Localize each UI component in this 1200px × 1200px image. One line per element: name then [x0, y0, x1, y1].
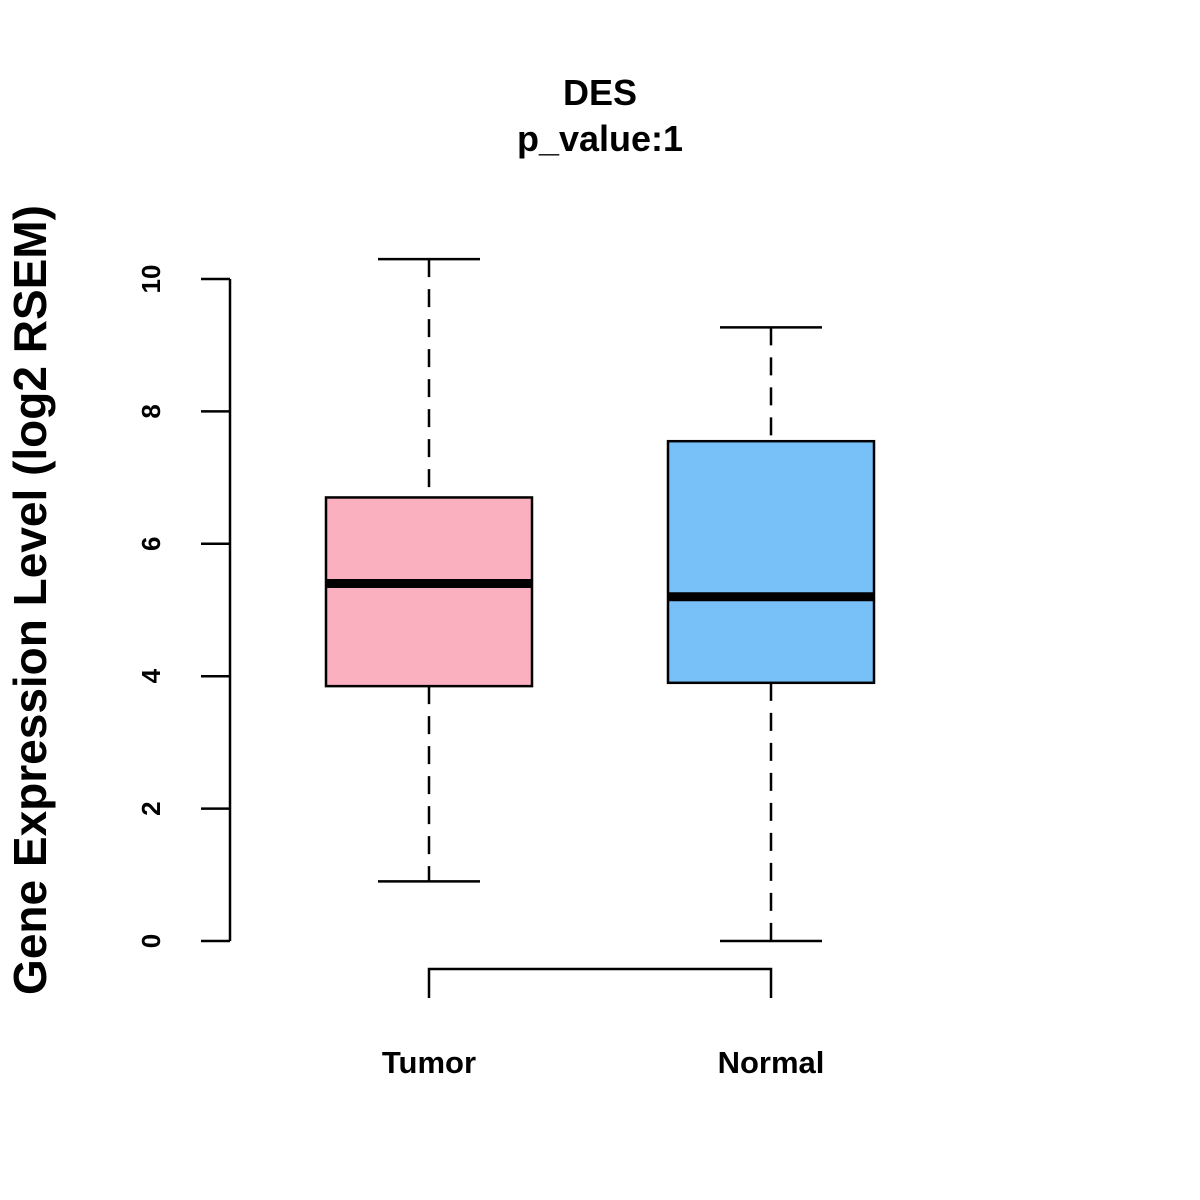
y-axis-label: Gene Expression Level (log2 RSEM): [4, 205, 56, 995]
box-tumor: [324, 257, 534, 883]
comparison-bracket: [427, 967, 773, 998]
y-tick-label: 4: [136, 668, 166, 683]
x-category-label: Tumor: [382, 1045, 476, 1080]
category-labels: Tumor Normal: [382, 1045, 824, 1080]
chart-title: DES: [563, 72, 637, 113]
box-group: [324, 257, 876, 943]
y-tick-label: 8: [136, 404, 166, 418]
y-tick-label: 0: [136, 934, 166, 948]
chart-subtitle: p_value:1: [517, 118, 683, 159]
iqr-box: [324, 496, 534, 688]
bracket-line: [427, 967, 773, 998]
y-tick-label: 6: [136, 537, 166, 551]
y-tick-label: 10: [136, 265, 166, 294]
x-category-label: Normal: [718, 1045, 825, 1080]
iqr-box: [666, 439, 876, 685]
box-normal: [666, 326, 876, 943]
y-axis: 0 2 4 6 8 10: [136, 265, 232, 948]
y-tick-label: 2: [136, 801, 166, 815]
